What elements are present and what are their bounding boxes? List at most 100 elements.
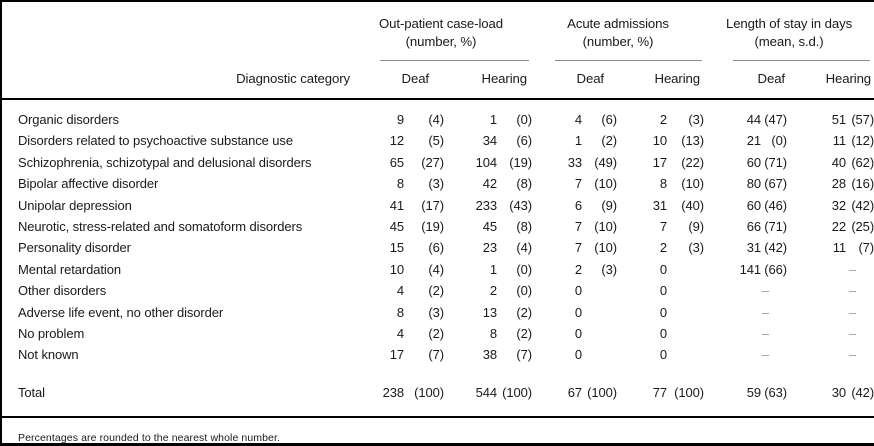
empty-corner-cell bbox=[2, 2, 350, 61]
cell-value: (9) bbox=[601, 197, 617, 213]
cell-value: 17 bbox=[652, 154, 667, 170]
cell-value: (100) bbox=[582, 365, 617, 419]
cell-value: (2) bbox=[516, 304, 532, 320]
row-label: Personality disorder bbox=[18, 240, 131, 256]
table-row: Mental retardation 10 (4) 1 (0) 2 (3) 0 141 (66) – bbox=[2, 259, 874, 280]
cell-value: (25) bbox=[851, 219, 874, 235]
cell-value: (100) bbox=[497, 365, 532, 419]
cell-value: – bbox=[848, 261, 857, 277]
cell-value: 44 bbox=[746, 112, 761, 127]
cell-value: – bbox=[848, 304, 857, 320]
cell-value: 11 bbox=[832, 133, 846, 149]
cell-value: (10) bbox=[594, 219, 617, 235]
group-title-line2: (mean, s.d.) bbox=[754, 34, 824, 49]
cell-value: (9) bbox=[688, 219, 704, 235]
cell-value: 1 bbox=[489, 112, 497, 127]
column-subheader-row: Diagnostic category Deaf Hearing Deaf He… bbox=[2, 61, 874, 100]
cell-value: 233 bbox=[475, 197, 497, 213]
cell-value: 8 bbox=[396, 176, 404, 192]
cell-value: 8 bbox=[396, 304, 404, 320]
cell-value: – bbox=[761, 283, 769, 299]
cell-value: (10) bbox=[594, 176, 617, 192]
cell-value: (62) bbox=[851, 154, 874, 170]
cell-value: 67 bbox=[532, 365, 582, 419]
table-row: Not known 17 (7) 38 (7) 0 0 – – bbox=[2, 344, 874, 365]
cell-value: 31 bbox=[652, 197, 667, 213]
cell-value: – bbox=[848, 347, 857, 363]
cell-value: 77 bbox=[617, 365, 667, 419]
cell-value: 40 bbox=[831, 154, 846, 170]
cell-value: (27) bbox=[421, 154, 444, 170]
group-title: Length of stay in days (mean, s.d.) bbox=[704, 15, 874, 51]
cell-value: (3) bbox=[688, 112, 704, 127]
cell-value: 8 bbox=[659, 176, 667, 192]
cell-value: 2 bbox=[574, 261, 582, 277]
cell-value: (5) bbox=[428, 133, 444, 149]
cell-value: 65 bbox=[389, 154, 404, 170]
row-label: Unipolar depression bbox=[18, 197, 132, 213]
cell-value: (100) bbox=[667, 365, 704, 419]
cell-value: 59 bbox=[704, 365, 761, 419]
column-group-header-row: Out-patient case-load (number, %) Acute … bbox=[2, 2, 874, 61]
cell-value: 23 bbox=[482, 240, 497, 256]
row-label: Neurotic, stress-related and somatoform … bbox=[18, 219, 303, 235]
cell-value: 0 bbox=[659, 261, 667, 277]
cell-value: (17) bbox=[421, 197, 444, 213]
subheader-stay-hearing: Hearing bbox=[787, 61, 874, 100]
cell-value: (19) bbox=[509, 154, 532, 170]
cell-value bbox=[667, 344, 704, 365]
cell-value: (2) bbox=[428, 283, 444, 299]
cell-value bbox=[704, 302, 761, 323]
table-header: Out-patient case-load (number, %) Acute … bbox=[2, 2, 874, 100]
cell-value: (2) bbox=[516, 326, 532, 342]
cell-value: (63) bbox=[761, 365, 787, 419]
cell-value: (16) bbox=[851, 176, 874, 192]
cell-value: (19) bbox=[421, 219, 444, 235]
cell-value: (3) bbox=[428, 304, 444, 320]
table-row: Unipolar depression 41 (17) 233 (43) 6 (9) 31 (4… bbox=[2, 195, 874, 216]
cell-value: 51 bbox=[831, 112, 846, 127]
cell-value: (10) bbox=[594, 240, 617, 256]
cell-value: 45 bbox=[389, 219, 404, 235]
cell-value: (2) bbox=[601, 133, 617, 149]
cell-value: (42) bbox=[851, 197, 874, 213]
cell-value: (4) bbox=[516, 240, 532, 256]
diagnostic-category-header: Diagnostic category bbox=[2, 61, 350, 100]
cell-value: 28 bbox=[831, 176, 846, 192]
cell-value: 0 bbox=[659, 326, 667, 342]
spanner-rule bbox=[555, 60, 702, 61]
cell-value: (3) bbox=[688, 240, 704, 256]
cell-value: (0) bbox=[516, 261, 532, 277]
cell-value bbox=[667, 323, 704, 344]
cell-value: – bbox=[848, 326, 857, 342]
cell-value: (4) bbox=[428, 261, 444, 277]
cell-value: (42) bbox=[764, 240, 787, 256]
cell-value: (0) bbox=[516, 112, 532, 127]
cell-value: 1 bbox=[574, 133, 582, 149]
row-label: No problem bbox=[18, 326, 85, 342]
cell-value: – bbox=[761, 347, 769, 363]
cell-value: (67) bbox=[764, 176, 787, 192]
cell-value: (10) bbox=[681, 176, 704, 192]
cell-value: 0 bbox=[659, 283, 667, 299]
cell-value bbox=[667, 259, 704, 280]
cell-value: 0 bbox=[659, 304, 667, 320]
table-row: Organic disorders 9 (4) 1 (0) 4 (6) 2 (3) 44 (47) 5… bbox=[2, 99, 874, 130]
cell-value: 8 bbox=[489, 326, 497, 342]
subheader-outpatient-deaf: Deaf bbox=[350, 61, 444, 100]
cell-value: (49) bbox=[594, 154, 617, 170]
cell-value: 0 bbox=[574, 326, 582, 342]
cell-value: 2 bbox=[489, 283, 497, 299]
subheader-acute-deaf: Deaf bbox=[532, 61, 617, 100]
cell-value: 11 bbox=[832, 240, 846, 256]
spanner-rule bbox=[733, 60, 871, 61]
cell-value: 60 bbox=[746, 197, 761, 213]
subheader-stay-deaf: Deaf bbox=[704, 61, 787, 100]
cell-value: (100) bbox=[404, 365, 444, 419]
cell-value: (0) bbox=[771, 133, 787, 149]
table-row: Other disorders 4 (2) 2 (0) 0 0 – – bbox=[2, 280, 874, 301]
cell-value: (8) bbox=[516, 219, 532, 235]
cell-value: 7 bbox=[574, 176, 582, 192]
cell-value: (66) bbox=[764, 261, 787, 277]
cell-value bbox=[667, 280, 704, 301]
